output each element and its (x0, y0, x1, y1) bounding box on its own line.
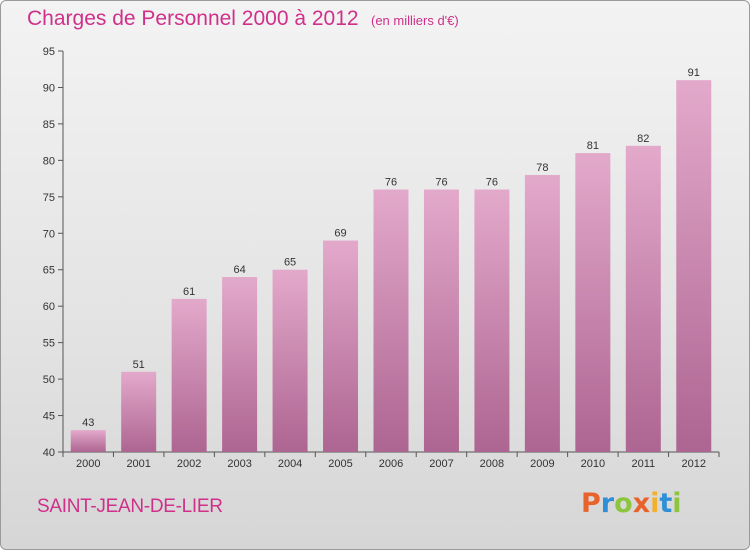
y-tick-label: 80 (43, 155, 55, 167)
logo-letter: t (659, 488, 673, 519)
chart-labels: 43 2000 51 2001 61 2002 64 2003 65 2004 69 2005 76 20… (76, 67, 706, 470)
bar-2003 (222, 277, 258, 452)
y-tick-label: 85 (43, 119, 55, 131)
y-tick-label: 70 (43, 228, 55, 240)
bar-2009 (524, 174, 560, 453)
logo-letter: i (650, 488, 660, 519)
x-tick-label: 2007 (429, 458, 453, 470)
place-name: SAINT-JEAN-DE-LIER (37, 496, 223, 517)
logo-letter: P (581, 488, 601, 519)
bar-value-label: 81 (587, 140, 599, 152)
bar-value-label: 69 (334, 228, 346, 240)
x-tick-label: 2003 (227, 458, 251, 470)
y-tick-label: 95 (43, 46, 55, 58)
proxiti-logo[interactable]: Proxiti (581, 488, 682, 519)
y-tick-label: 50 (43, 374, 55, 386)
x-tick-label: 2009 (530, 458, 554, 470)
bar-value-label: 64 (233, 264, 245, 276)
bar-value-label: 76 (435, 177, 447, 189)
bar-value-label: 76 (385, 177, 397, 189)
x-tick-label: 2010 (581, 458, 605, 470)
x-tick-label: 2008 (480, 458, 504, 470)
bar-2008 (474, 189, 510, 452)
x-tick-label: 2012 (682, 458, 706, 470)
logo-letter: x (632, 488, 651, 519)
y-tick-label: 60 (43, 301, 55, 313)
y-tick-label: 65 (43, 265, 55, 277)
logo-letter: r (600, 488, 615, 519)
bar-2007 (423, 189, 459, 452)
logo-letter: o (614, 488, 633, 519)
chart-subtitle: (en milliers d'€) (371, 13, 459, 28)
bar-2002 (171, 298, 207, 452)
bar-2001 (121, 371, 157, 452)
bar-2005 (323, 240, 359, 452)
bar-value-label: 61 (183, 286, 195, 298)
bar-2012 (676, 80, 712, 452)
y-tick-label: 40 (43, 447, 55, 459)
bar-2004 (272, 269, 308, 452)
x-tick-label: 2006 (379, 458, 403, 470)
bar-2010 (575, 153, 611, 452)
bar-2000 (70, 430, 106, 452)
bar-2011 (625, 145, 661, 453)
bar-value-label: 76 (486, 177, 498, 189)
bar-value-label: 43 (82, 417, 94, 429)
y-tick-label: 45 (43, 411, 55, 423)
x-tick-label: 2002 (177, 458, 201, 470)
bar-value-label: 91 (688, 67, 700, 79)
x-tick-label: 2001 (126, 458, 150, 470)
logo-letter: i (672, 488, 682, 519)
y-tick-label: 55 (43, 338, 55, 350)
x-tick-label: 2000 (76, 458, 100, 470)
x-tick-label: 2011 (631, 458, 655, 470)
chart-bars (70, 80, 712, 453)
x-tick-label: 2004 (278, 458, 302, 470)
bar-value-label: 78 (536, 162, 548, 174)
chart-title: Charges de Personnel 2000 à 2012 (27, 7, 359, 30)
x-tick-label: 2005 (328, 458, 352, 470)
bar-value-label: 51 (133, 359, 145, 371)
y-tick-label: 90 (43, 82, 55, 94)
bar-2006 (373, 189, 409, 452)
bar-value-label: 82 (637, 133, 649, 145)
bar-value-label: 65 (284, 257, 296, 269)
y-tick-label: 75 (43, 192, 55, 204)
